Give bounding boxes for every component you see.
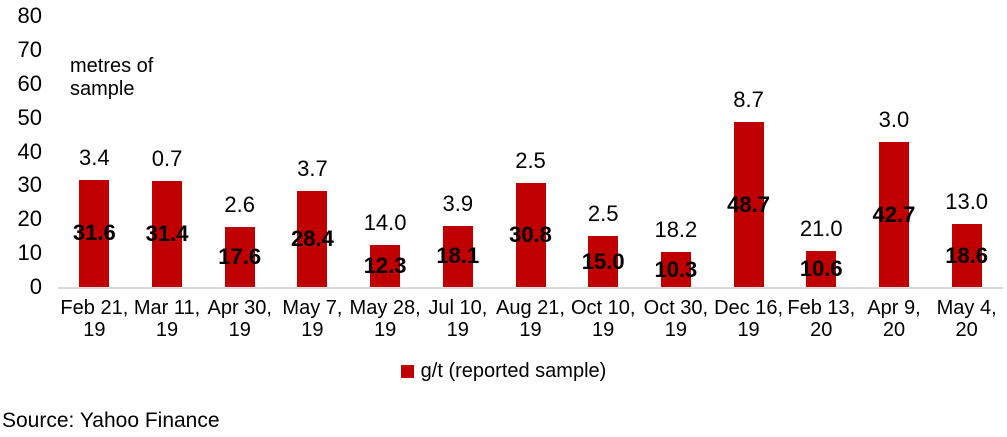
bar-inside-label: 31.4 (145, 220, 189, 246)
bar-above-label: 21.0 (799, 216, 843, 242)
bar-above-label: 3.0 (878, 107, 910, 133)
x-category-label-line1: May 28, (349, 297, 421, 319)
x-category-label: Apr 9, 20 (867, 297, 920, 341)
bar (806, 251, 837, 287)
x-category-label: Jul 10, 19 (428, 297, 487, 341)
x-category-label-line2: 20 (882, 319, 906, 341)
bar-above-label: 14.0 (363, 210, 407, 236)
bar-above-label: 8.7 (733, 87, 764, 113)
x-category-label-line1: Feb 13, (787, 297, 856, 319)
bar-inside-label: 10.3 (654, 256, 698, 282)
x-category-label-line2: 19 (301, 319, 324, 341)
x-category-label-line1: Apr 9, (867, 297, 921, 319)
bar (878, 142, 909, 287)
bar-inside-label: 17.6 (218, 244, 262, 270)
bar-inside-label: 30.8 (509, 221, 552, 247)
y-tick-label: 30 (17, 172, 42, 198)
y-tick-label: 70 (17, 36, 42, 62)
x-category-label-line1: Feb 21, (60, 297, 129, 319)
bar-inside-label: 18.1 (436, 243, 480, 269)
bar-above-label: 0.7 (151, 145, 183, 171)
x-category-label: Aug 21, 19 (496, 297, 565, 341)
bar (733, 122, 764, 287)
source-text: Source: Yahoo Finance (2, 409, 220, 432)
x-category-label-line1: Aug 21, (496, 297, 565, 319)
x-category-label-line1: Mar 11, (133, 297, 201, 319)
x-category-label-line2: 19 (592, 319, 615, 341)
x-category-label: Oct 10, 19 (571, 297, 635, 341)
chart-annotation: metres of sample (70, 55, 153, 101)
bar (660, 252, 691, 287)
bar (951, 224, 982, 287)
x-category-label: Dec 16, 19 (714, 297, 783, 341)
legend-swatch-icon (400, 364, 414, 378)
bar-inside-label: 48.7 (727, 191, 770, 217)
x-category-label-line2: 19 (446, 319, 469, 341)
bar (588, 236, 619, 287)
bar-inside-label: 15.0 (581, 248, 625, 274)
y-tick-label: 60 (17, 70, 42, 96)
x-category-label-line1: May 4, (936, 297, 997, 319)
bar (152, 180, 183, 287)
x-category-label-line1: Oct 30, (643, 297, 709, 319)
annotation-line1: metres of (70, 55, 154, 77)
y-tick-label: 20 (17, 206, 42, 232)
x-category-label: May 7, 19 (282, 297, 342, 341)
x-category-label: Mar 11, 19 (134, 297, 200, 341)
bar (442, 225, 473, 287)
y-tick-label: 40 (17, 138, 42, 164)
bar-inside-label: 42.7 (872, 201, 916, 227)
bar-above-label: 2.6 (224, 192, 256, 218)
x-category-label-line1: Jul 10, (428, 297, 488, 319)
y-tick-label: 50 (17, 104, 42, 130)
x-category-label: May 28, 19 (350, 297, 421, 341)
bar-above-label: 3.4 (79, 144, 110, 170)
legend-label: g/t (reported sample) (420, 360, 607, 382)
x-category-label-line2: 19 (228, 319, 251, 341)
x-category-label-line2: 20 (810, 319, 833, 341)
bar (224, 227, 255, 287)
x-category-label-line1: May 7, (282, 297, 343, 319)
x-category-label-line2: 19 (155, 319, 179, 341)
x-category-label-line1: Oct 10, (570, 297, 636, 319)
x-category-label: Oct 30, 19 (644, 297, 708, 341)
x-category-label: Feb 13, 20 (787, 297, 855, 341)
x-category-label-line2: 19 (737, 319, 760, 341)
y-tick-label: 80 (17, 3, 42, 28)
bar-inside-label: 10.6 (799, 256, 843, 282)
x-category-label-line2: 19 (519, 319, 542, 341)
bar-above-label: 3.9 (442, 190, 474, 216)
bar-inside-label: 18.6 (945, 242, 989, 268)
x-category-label-line2: 19 (83, 319, 106, 341)
x-axis-line (58, 287, 1003, 289)
bar-above-label: 3.7 (297, 155, 328, 181)
bar-inside-label: 12.3 (363, 253, 407, 279)
bar (370, 245, 401, 287)
bar-above-label: 2.5 (515, 147, 546, 173)
bar-inside-label: 28.4 (291, 225, 334, 251)
bar (515, 182, 546, 287)
bar-inside-label: 31.6 (72, 220, 116, 246)
bar (79, 179, 110, 287)
bar-above-label: 2.5 (587, 201, 619, 227)
bar (297, 190, 328, 287)
bar-above-label: 13.0 (945, 189, 989, 214)
x-category-label-line2: 19 (373, 319, 397, 341)
x-category-label-line1: Apr 30, (207, 297, 272, 319)
y-tick-label: 10 (17, 240, 42, 266)
x-category-label-line2: 20 (955, 319, 978, 341)
y-tick-label: 0 (29, 274, 42, 299)
x-category-label: Feb 21, 19 (60, 297, 128, 341)
bar-above-label: 18.2 (654, 217, 698, 243)
x-category-label-line1: Dec 16, (714, 297, 784, 319)
annotation-line2: sample (70, 78, 135, 100)
x-category-label: Apr 30, 19 (207, 297, 271, 341)
legend: g/t (reported sample) (0, 359, 1007, 383)
x-category-label-line2: 19 (664, 319, 687, 341)
x-category-label: May 4, 20 (937, 297, 997, 341)
